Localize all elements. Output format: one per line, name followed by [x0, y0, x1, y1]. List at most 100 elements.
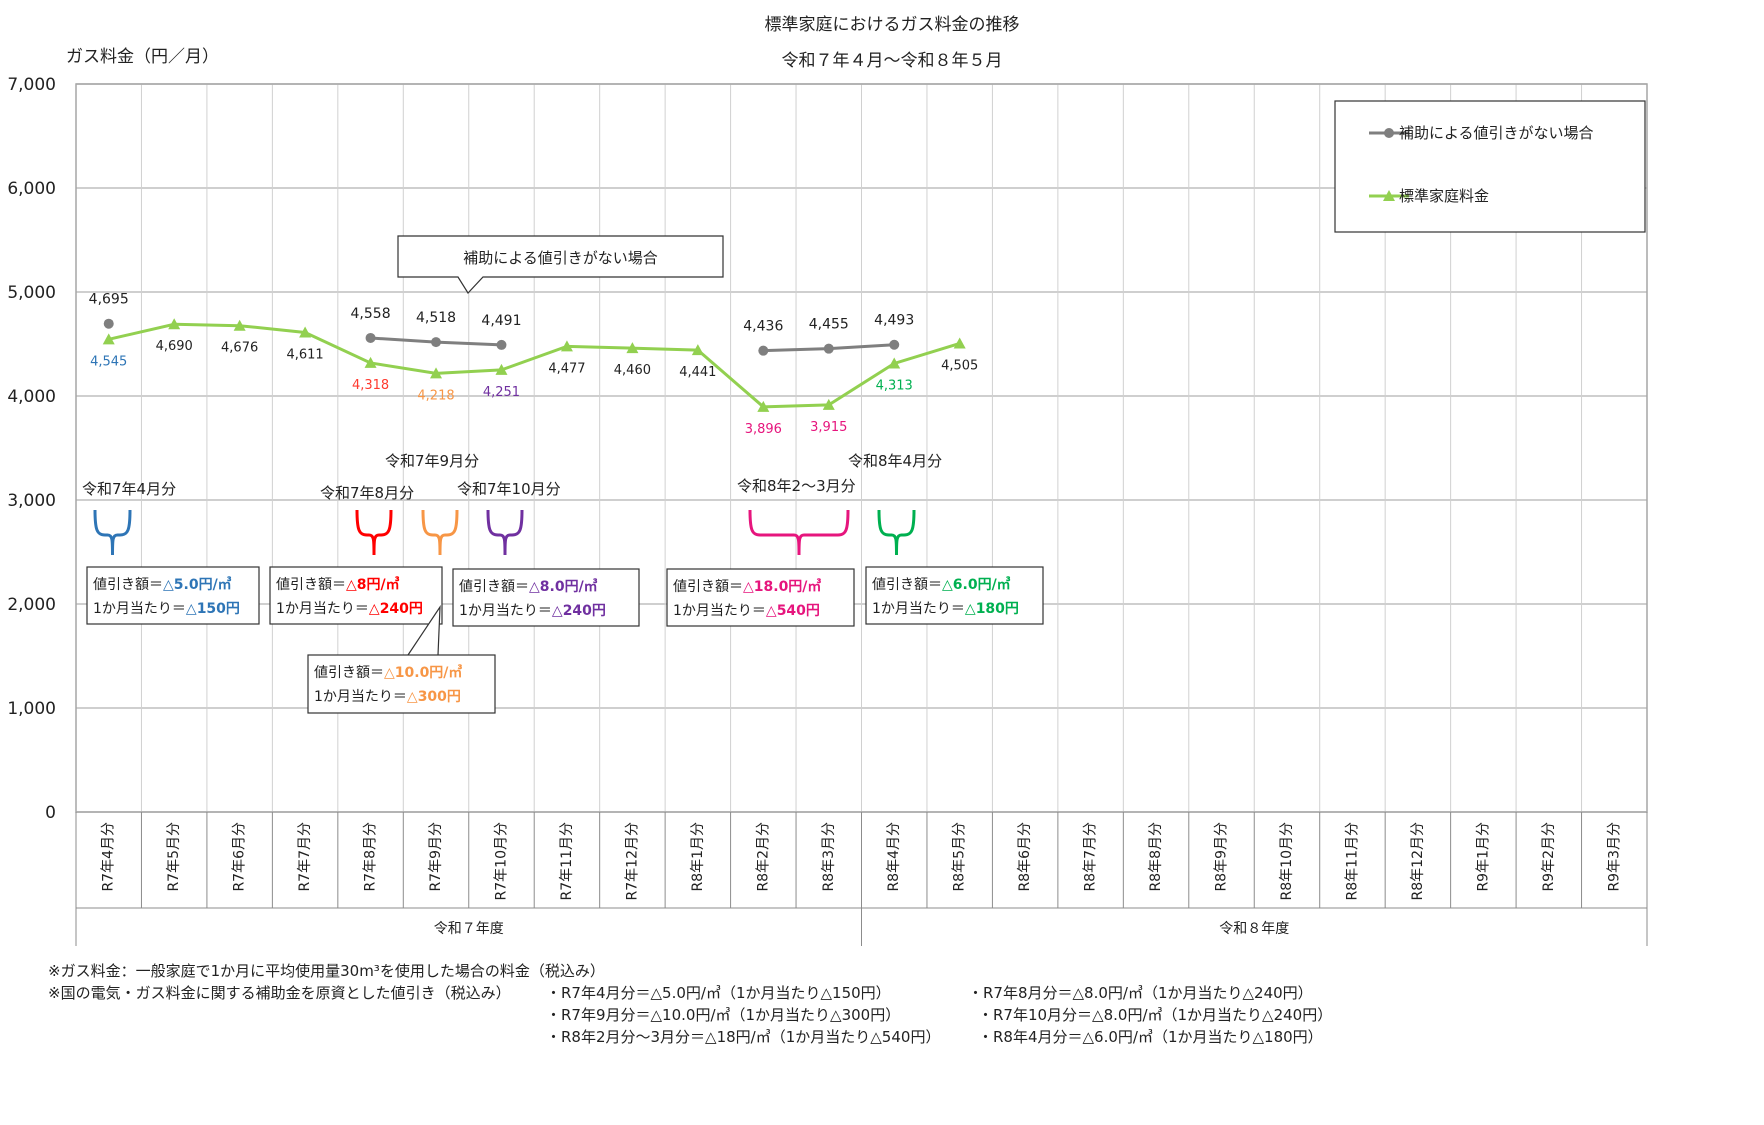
point-no-subsidy: [103, 318, 114, 329]
point-standard: [560, 340, 573, 352]
x-tick-label: R8年10月分: [1279, 822, 1295, 900]
x-tick-label: R8年9月分: [1214, 822, 1230, 892]
note-discount-r8-4: ・R8年4月分＝△6.0円/㎥（1か月当たり△180円）: [978, 1028, 1323, 1046]
annotation-rate: 値引き額＝△8円/㎥: [276, 576, 400, 593]
annotation-box: [865, 566, 1044, 625]
data-label-no-subsidy: 4,695: [89, 292, 129, 308]
legend-label-standard: 標準家庭料金: [1399, 187, 1489, 205]
y-tick-label: 0: [45, 803, 56, 823]
annotation-monthly: 1か月当たり＝△240円: [459, 603, 606, 619]
point-standard: [691, 344, 704, 356]
point-standard: [168, 318, 181, 330]
note-discount-row-3: ・R8年2月分～3月分＝△18円/㎥（1か月当たり△540円） ・R8年4月分＝…: [48, 1026, 1748, 1048]
legend-label-no-subsidy: 補助による値引きがない場合: [1399, 124, 1594, 142]
data-label-standard: 4,313: [876, 378, 913, 393]
y-tick-label: 6,000: [7, 179, 56, 199]
annotation-monthly: 1か月当たり＝△240円: [276, 601, 423, 617]
x-tick-label: R8年8月分: [1148, 822, 1164, 892]
y-tick-label: 2,000: [7, 595, 56, 615]
y-tick-label: 7,000: [7, 75, 56, 95]
x-tick-label: R9年2月分: [1541, 822, 1557, 892]
point-no-subsidy: [431, 337, 442, 348]
x-tick-label: R7年12月分: [624, 822, 640, 900]
fiscal-year-label: 令和７年度: [434, 921, 504, 937]
legend-marker-standard: [1383, 190, 1395, 201]
annotation-rate: 値引き額＝△6.0円/㎥: [872, 576, 1011, 593]
annotation-period: 令和8年2～3月分: [737, 477, 856, 495]
y-tick-label: 1,000: [7, 699, 56, 719]
legend: [1334, 100, 1646, 233]
annotation-box: [666, 568, 855, 627]
x-tick-label: R7年8月分: [363, 822, 379, 892]
note-discount-row-2: ・R7年9月分＝△10.0円/㎥（1か月当たり△300円） ・R7年10月分＝△…: [48, 1004, 1748, 1026]
data-label-standard: 4,441: [679, 365, 716, 380]
data-label-standard: 4,690: [156, 339, 193, 354]
data-label-standard: 4,505: [941, 358, 978, 373]
point-standard: [495, 363, 508, 375]
chart-subtitle: 令和７年４月～令和８年５月: [782, 51, 1003, 71]
annotation-box: [269, 566, 443, 625]
annotation-brace: [93, 509, 132, 556]
data-label-standard: 4,545: [90, 354, 127, 369]
data-label-no-subsidy: 4,558: [351, 306, 391, 322]
note-gas-price: ※ガス料金：一般家庭で1か月に平均使用量30m³を使用した場合の料金（税込み）: [48, 962, 605, 980]
point-standard: [822, 398, 835, 410]
point-no-subsidy: [889, 339, 900, 350]
annotation-brace: [355, 509, 393, 556]
annotation-brace: [748, 509, 850, 556]
x-tick-label: R9年3月分: [1606, 822, 1622, 892]
x-tick-label: R8年7月分: [1083, 822, 1099, 892]
annotation-monthly: 1か月当たり＝△540円: [673, 603, 820, 619]
x-tick-label: R8年6月分: [1017, 822, 1033, 892]
y-tick-label: 4,000: [7, 387, 56, 407]
point-standard: [233, 319, 246, 331]
y-tick-label: 5,000: [7, 283, 56, 303]
annotation-monthly: 1か月当たり＝△300円: [314, 689, 461, 705]
note-discount-r8-2-3: ・R8年2月分～3月分＝△18円/㎥（1か月当たり△540円）: [546, 1028, 941, 1046]
x-tick-label: R8年3月分: [821, 822, 837, 892]
point-no-subsidy: [758, 345, 769, 356]
callout-text: 補助による値引きがない場合: [463, 249, 658, 267]
annotation-rate: 値引き額＝△5.0円/㎥: [93, 576, 232, 593]
point-standard: [888, 357, 901, 369]
point-standard: [364, 356, 377, 368]
annotation-monthly: 1か月当たり＝△180円: [872, 601, 1019, 617]
annotation-box: [452, 568, 640, 627]
fiscal-year-label: 令和８年度: [1219, 921, 1289, 937]
data-label-standard: 4,251: [483, 385, 520, 400]
x-tick-label: R8年1月分: [690, 822, 706, 892]
annotation-brace: [877, 509, 916, 556]
note-discount-r7-4: ・R7年4月分＝△5.0円/㎥（1か月当たり△150円）: [546, 984, 891, 1002]
annotation-rate: 値引き額＝△8.0円/㎥: [459, 578, 598, 595]
x-tick-label: R7年9月分: [428, 822, 444, 892]
data-label-standard: 4,460: [614, 363, 651, 378]
y-axis-title: ガス料金（円／月）: [66, 47, 219, 67]
data-label-standard: 3,915: [810, 420, 847, 435]
annotation-period: 令和7年8月分: [320, 484, 414, 502]
note-discount-r7-8: ・R7年8月分＝△8.0円/㎥（1か月当たり△240円）: [968, 984, 1313, 1002]
data-label-standard: 4,611: [286, 347, 323, 362]
footnotes: ※ガス料金：一般家庭で1か月に平均使用量30m³を使用した場合の料金（税込み） …: [48, 960, 1748, 1048]
point-standard: [430, 367, 443, 379]
x-tick-label: R9年1月分: [1475, 822, 1491, 892]
point-no-subsidy: [823, 343, 834, 354]
x-tick-label: R7年10月分: [493, 822, 509, 900]
annotation-period: 令和8年4月分: [848, 452, 942, 470]
point-standard: [626, 342, 639, 354]
annotation-period: 令和7年9月分: [385, 452, 479, 470]
annotation-period: 令和7年4月分: [82, 480, 176, 498]
x-tick-label: R8年11月分: [1344, 822, 1360, 900]
series-line-standard: [108, 322, 961, 409]
annotation-rate: 値引き額＝△10.0円/㎥: [314, 664, 462, 681]
note-discount-r7-9: ・R7年9月分＝△10.0円/㎥（1か月当たり△300円）: [546, 1006, 901, 1024]
x-tick-label: R8年12月分: [1410, 822, 1426, 900]
point-standard: [953, 337, 966, 349]
annotation-period: 令和7年10月分: [457, 480, 561, 498]
point-no-subsidy: [365, 332, 376, 343]
x-tick-label: R7年6月分: [232, 822, 248, 892]
point-standard: [757, 400, 770, 412]
x-tick-label: R8年5月分: [952, 822, 968, 892]
point-standard: [102, 333, 115, 345]
annotation-rate: 値引き額＝△18.0円/㎥: [673, 578, 821, 595]
